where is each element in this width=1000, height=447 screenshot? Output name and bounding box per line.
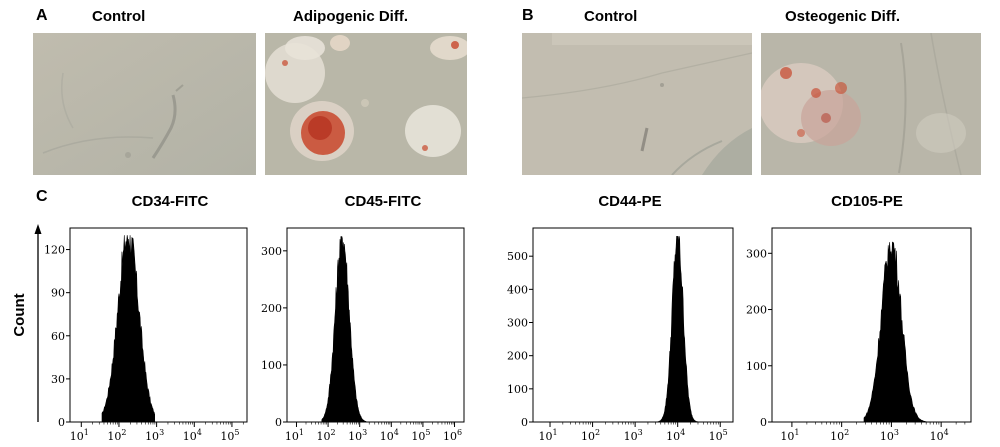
- histogram-bars: [321, 236, 367, 423]
- y-tick-label: 0: [521, 416, 528, 429]
- micrograph-adipogenic-control: [33, 33, 256, 175]
- panel-b-control-title: Control: [584, 8, 638, 25]
- micrograph-adipogenic-diff: [265, 33, 467, 175]
- x-tick-label: 102: [107, 428, 126, 443]
- y-tick-label: 100: [746, 360, 767, 373]
- x-tick-label: 103: [348, 428, 367, 443]
- histogram-cd44-pe: CD44-PE 0 100 200 300 400 500 101 102 103 104 105: [507, 193, 734, 443]
- micrograph-osteogenic-control: [522, 33, 752, 175]
- x-tick-label: 104: [930, 428, 949, 443]
- y-tick-label: 0: [58, 416, 65, 429]
- histogram-frame: [532, 227, 734, 423]
- histogram-frame: [69, 227, 248, 423]
- y-tick-label: 200: [746, 304, 767, 317]
- panel-b-treated-title: Osteogenic Diff.: [785, 8, 901, 25]
- y-tick-label: 300: [261, 245, 282, 258]
- histogram-bars: [101, 235, 155, 423]
- x-tick-label: 101: [780, 428, 799, 443]
- histogram-title: CD44-PE: [598, 193, 661, 210]
- x-tick-label: 105: [411, 428, 430, 443]
- panel-a-control-title: Control: [92, 8, 146, 25]
- y-tick-label: 90: [51, 287, 65, 300]
- histogram-frame: [286, 227, 465, 423]
- y-tick-label: 60: [51, 330, 65, 343]
- histogram-cd45-fitc: CD45-FITC 0 100 200 300 101 102 103 104 105 106: [261, 193, 465, 443]
- y-tick-label: 300: [507, 317, 528, 330]
- x-tick-label: 103: [145, 428, 164, 443]
- y-tick-label: 100: [507, 383, 528, 396]
- x-tick-label: 101: [70, 428, 89, 443]
- y-tick-label: 200: [507, 350, 528, 363]
- panel-a-letter: A: [36, 7, 48, 24]
- y-tick-label: 30: [51, 373, 65, 386]
- y-tick-label: 300: [746, 247, 767, 260]
- x-tick-label: 102: [830, 428, 849, 443]
- histogram-bars: [863, 241, 927, 423]
- panel-c-letter: C: [36, 188, 48, 205]
- histogram-cd34-fitc: CD34-FITC 0 30 60 90 120 101 102 103 104 105: [44, 193, 248, 443]
- y-tick-label: 500: [507, 250, 528, 263]
- x-tick-label: 102: [581, 428, 600, 443]
- y-axis-group: Count: [11, 224, 42, 422]
- x-tick-label: 101: [538, 428, 557, 443]
- histogram-title: CD45-FITC: [345, 193, 422, 210]
- x-tick-label: 104: [183, 428, 202, 443]
- y-tick-label: 100: [261, 359, 282, 372]
- y-axis-label: Count: [11, 293, 28, 336]
- y-tick-label: 120: [44, 244, 65, 257]
- histogram-bars: [654, 236, 700, 423]
- histogram-title: CD34-FITC: [132, 193, 209, 210]
- x-tick-label: 105: [709, 428, 728, 443]
- x-tick-label: 103: [624, 428, 643, 443]
- histogram-frame: [771, 227, 972, 423]
- x-tick-label: 105: [220, 428, 239, 443]
- x-tick-label: 104: [380, 428, 399, 443]
- x-tick-label: 102: [317, 428, 336, 443]
- x-tick-label: 106: [443, 428, 462, 443]
- y-axis-arrow-head: [34, 224, 42, 234]
- y-tick-label: 0: [275, 416, 282, 429]
- y-tick-label: 400: [507, 283, 528, 296]
- micrograph-osteogenic-diff: [761, 33, 981, 175]
- panel-b-letter: B: [522, 7, 534, 24]
- x-tick-label: 104: [666, 428, 685, 443]
- histogram-cd105-pe: CD105-PE 0 100 200 300 101 102 103 104: [746, 193, 972, 443]
- panel-a-treated-title: Adipogenic Diff.: [293, 8, 408, 25]
- y-tick-label: 200: [261, 302, 282, 315]
- x-tick-label: 101: [285, 428, 304, 443]
- histogram-title: CD105-PE: [831, 193, 903, 210]
- y-tick-label: 0: [760, 416, 767, 429]
- x-tick-label: 103: [880, 428, 899, 443]
